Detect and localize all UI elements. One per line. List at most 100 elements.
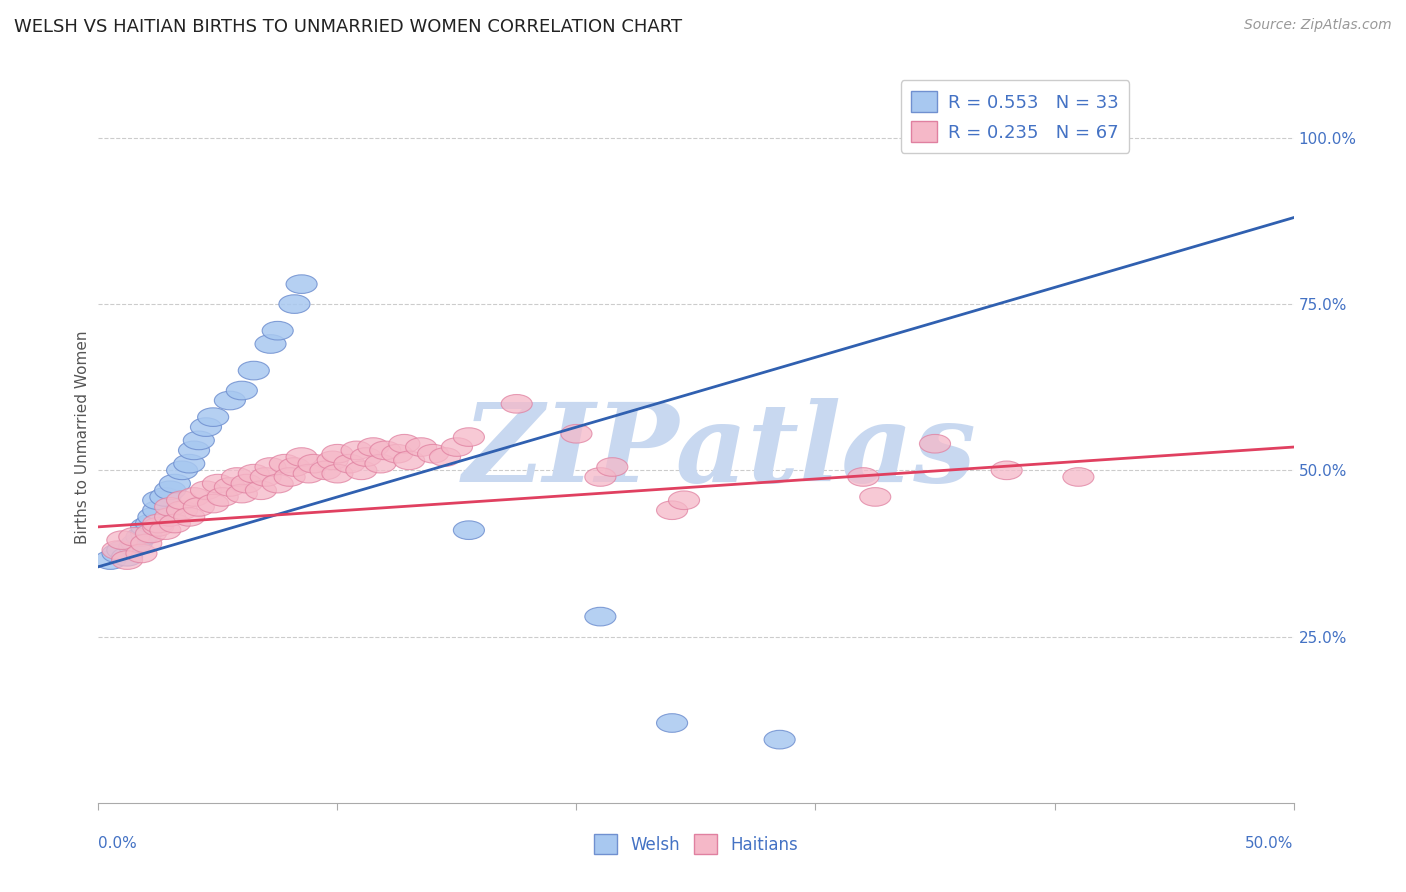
Ellipse shape <box>278 458 309 476</box>
Ellipse shape <box>270 454 301 473</box>
Ellipse shape <box>198 408 229 426</box>
Ellipse shape <box>322 465 353 483</box>
Ellipse shape <box>350 448 381 467</box>
Ellipse shape <box>142 501 174 519</box>
Ellipse shape <box>285 275 318 293</box>
Text: 50.0%: 50.0% <box>1246 836 1294 851</box>
Ellipse shape <box>150 521 181 540</box>
Ellipse shape <box>155 481 186 500</box>
Ellipse shape <box>418 444 449 463</box>
Ellipse shape <box>657 501 688 519</box>
Text: ZIPatlas: ZIPatlas <box>463 398 977 506</box>
Ellipse shape <box>179 488 209 507</box>
Ellipse shape <box>107 531 138 549</box>
Ellipse shape <box>389 434 420 453</box>
Ellipse shape <box>453 428 485 446</box>
Ellipse shape <box>202 475 233 493</box>
Ellipse shape <box>121 534 152 553</box>
Ellipse shape <box>357 438 389 457</box>
Ellipse shape <box>394 451 425 470</box>
Ellipse shape <box>159 514 190 533</box>
Ellipse shape <box>174 508 205 526</box>
Ellipse shape <box>214 477 246 496</box>
Ellipse shape <box>333 454 366 473</box>
Ellipse shape <box>309 461 342 480</box>
Text: WELSH VS HAITIAN BIRTHS TO UNMARRIED WOMEN CORRELATION CHART: WELSH VS HAITIAN BIRTHS TO UNMARRIED WOM… <box>14 18 682 36</box>
Ellipse shape <box>585 607 616 626</box>
Ellipse shape <box>103 544 134 563</box>
Ellipse shape <box>668 491 700 509</box>
Ellipse shape <box>166 491 198 509</box>
Legend: Welsh, Haitians: Welsh, Haitians <box>588 828 804 860</box>
Ellipse shape <box>138 508 169 526</box>
Ellipse shape <box>920 434 950 453</box>
Ellipse shape <box>190 417 222 436</box>
Ellipse shape <box>657 714 688 732</box>
Ellipse shape <box>222 467 253 486</box>
Ellipse shape <box>214 392 246 409</box>
Ellipse shape <box>254 334 285 353</box>
Ellipse shape <box>238 361 270 380</box>
Ellipse shape <box>118 527 150 546</box>
Ellipse shape <box>179 441 209 459</box>
Ellipse shape <box>254 458 285 476</box>
Ellipse shape <box>198 494 229 513</box>
Ellipse shape <box>159 475 190 493</box>
Ellipse shape <box>207 488 238 507</box>
Ellipse shape <box>453 521 485 540</box>
Text: Source: ZipAtlas.com: Source: ZipAtlas.com <box>1244 18 1392 32</box>
Ellipse shape <box>859 488 891 507</box>
Ellipse shape <box>131 524 162 543</box>
Ellipse shape <box>118 538 150 556</box>
Ellipse shape <box>246 481 277 500</box>
Ellipse shape <box>142 514 174 533</box>
Ellipse shape <box>294 465 325 483</box>
Ellipse shape <box>135 514 166 533</box>
Ellipse shape <box>381 444 413 463</box>
Ellipse shape <box>155 508 186 526</box>
Ellipse shape <box>370 441 401 459</box>
Ellipse shape <box>111 548 142 566</box>
Ellipse shape <box>190 481 222 500</box>
Ellipse shape <box>155 498 186 516</box>
Y-axis label: Births to Unmarried Women: Births to Unmarried Women <box>75 330 90 544</box>
Ellipse shape <box>127 527 157 546</box>
Ellipse shape <box>342 441 373 459</box>
Ellipse shape <box>135 524 166 543</box>
Ellipse shape <box>103 541 134 559</box>
Ellipse shape <box>318 451 349 470</box>
Ellipse shape <box>346 461 377 480</box>
Ellipse shape <box>763 731 796 749</box>
Ellipse shape <box>231 475 262 493</box>
Ellipse shape <box>150 488 181 507</box>
Ellipse shape <box>166 501 198 519</box>
Ellipse shape <box>322 444 353 463</box>
Ellipse shape <box>262 321 294 340</box>
Ellipse shape <box>298 454 329 473</box>
Text: 0.0%: 0.0% <box>98 836 138 851</box>
Ellipse shape <box>131 517 162 536</box>
Ellipse shape <box>278 294 309 313</box>
Ellipse shape <box>94 550 127 569</box>
Ellipse shape <box>142 491 174 509</box>
Ellipse shape <box>366 454 396 473</box>
Ellipse shape <box>183 431 214 450</box>
Ellipse shape <box>585 467 616 486</box>
Ellipse shape <box>183 498 214 516</box>
Ellipse shape <box>226 381 257 400</box>
Ellipse shape <box>1063 467 1094 486</box>
Ellipse shape <box>848 467 879 486</box>
Ellipse shape <box>142 517 174 536</box>
Ellipse shape <box>441 438 472 457</box>
Ellipse shape <box>405 438 437 457</box>
Ellipse shape <box>250 467 281 486</box>
Ellipse shape <box>429 448 461 467</box>
Ellipse shape <box>174 454 205 473</box>
Ellipse shape <box>111 550 142 569</box>
Ellipse shape <box>226 484 257 503</box>
Ellipse shape <box>127 544 157 563</box>
Ellipse shape <box>991 461 1022 480</box>
Ellipse shape <box>262 475 294 493</box>
Ellipse shape <box>131 534 162 553</box>
Ellipse shape <box>238 465 270 483</box>
